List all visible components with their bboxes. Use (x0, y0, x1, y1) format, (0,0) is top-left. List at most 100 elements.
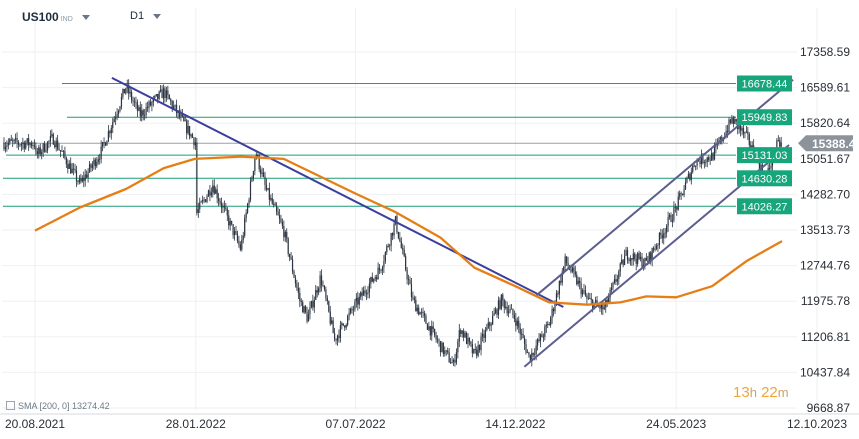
candle (634, 252, 636, 262)
candle-body (628, 259, 630, 262)
candle (290, 251, 292, 261)
candle-body (62, 151, 65, 153)
candle-body (410, 284, 413, 298)
candle (245, 209, 247, 223)
candle-body (668, 215, 671, 218)
candle-body (54, 144, 56, 148)
candle (48, 140, 50, 149)
level-tag-label: 14630.28 (742, 173, 788, 185)
candle-body (378, 267, 381, 270)
candle (667, 211, 669, 232)
candle (455, 348, 457, 365)
candle-body (584, 290, 587, 296)
x-tick-label: 24.05.2023 (646, 417, 706, 431)
candle-body (310, 301, 312, 308)
candle-body (93, 159, 95, 165)
candle-body (174, 104, 176, 106)
candle (442, 342, 444, 357)
candle (384, 251, 386, 264)
timeframe-dropdown-icon[interactable] (153, 13, 162, 19)
candle-body (468, 337, 471, 342)
candle-body (481, 334, 484, 337)
candle (383, 254, 385, 274)
candle-body (145, 107, 147, 116)
candle-body (25, 143, 27, 149)
candle-body (745, 131, 747, 133)
candle-body (641, 256, 643, 267)
candle (434, 328, 436, 338)
candle-body (658, 232, 660, 245)
candle (226, 206, 228, 222)
candle-body (494, 309, 497, 314)
candle (490, 322, 492, 332)
candle (20, 142, 22, 152)
indicator-settings-icon[interactable] (6, 401, 15, 410)
candle (632, 248, 634, 266)
candle (132, 96, 134, 107)
candle-body (12, 140, 14, 142)
candle (769, 161, 771, 171)
candle (232, 223, 234, 239)
candle (209, 185, 211, 202)
candle (622, 258, 624, 268)
candle (394, 215, 397, 226)
candle (141, 104, 143, 122)
candle (612, 281, 614, 291)
timeframe-selector[interactable]: D1 (130, 10, 162, 22)
candle-body (107, 131, 109, 141)
candle-body (178, 110, 181, 117)
candle-body (442, 342, 444, 354)
candle-body (277, 211, 279, 216)
x-tick-label: 14.12.2022 (485, 417, 545, 431)
candle-body (690, 171, 692, 180)
x-tick-label: 20.08.2021 (5, 417, 65, 431)
candle (287, 237, 289, 257)
candle (61, 145, 63, 153)
candle (196, 137, 198, 216)
x-tick-label: 28.01.2022 (166, 417, 226, 431)
candle-body (435, 335, 437, 340)
candle (148, 99, 150, 113)
candle (265, 178, 268, 192)
candle-body (499, 300, 501, 309)
symbol-dropdown-icon[interactable] (81, 15, 90, 21)
candle-body (470, 341, 472, 345)
candle (202, 195, 204, 205)
candle (497, 296, 500, 320)
candle (264, 171, 266, 191)
candle-body (352, 309, 355, 311)
candle (3, 137, 5, 152)
candle-body (191, 134, 194, 138)
candle-body (503, 300, 505, 308)
indicator-legend[interactable]: SMA [200, 0] 13274.42 (6, 401, 110, 411)
level-tags: 16678.44 15949.83 15131.03 14630.28 14026.27 (737, 75, 792, 215)
candle (380, 269, 382, 274)
candle (33, 139, 36, 150)
symbol-selector[interactable]: US100 IND (22, 10, 90, 24)
candle-body (270, 198, 272, 200)
candle-body (363, 290, 365, 296)
candle (538, 332, 540, 343)
candle (618, 269, 620, 285)
candle (684, 177, 687, 190)
candle-body (116, 114, 118, 117)
candle (135, 96, 137, 109)
grid (2, 8, 818, 410)
candle (316, 286, 318, 298)
candle-body (157, 94, 159, 99)
candle-body (267, 188, 269, 190)
candle-body (104, 142, 107, 146)
candle-body (380, 269, 382, 271)
candle (86, 170, 88, 179)
candle (68, 160, 70, 170)
candle-body (415, 299, 417, 312)
candle-body (232, 224, 234, 236)
candle-body (590, 298, 592, 300)
candle-body (700, 154, 703, 164)
candle-body (644, 257, 646, 265)
candle-body (618, 271, 620, 280)
candle (426, 323, 428, 330)
level-tag-label: 15131.03 (742, 150, 788, 162)
candle-body (616, 279, 618, 282)
